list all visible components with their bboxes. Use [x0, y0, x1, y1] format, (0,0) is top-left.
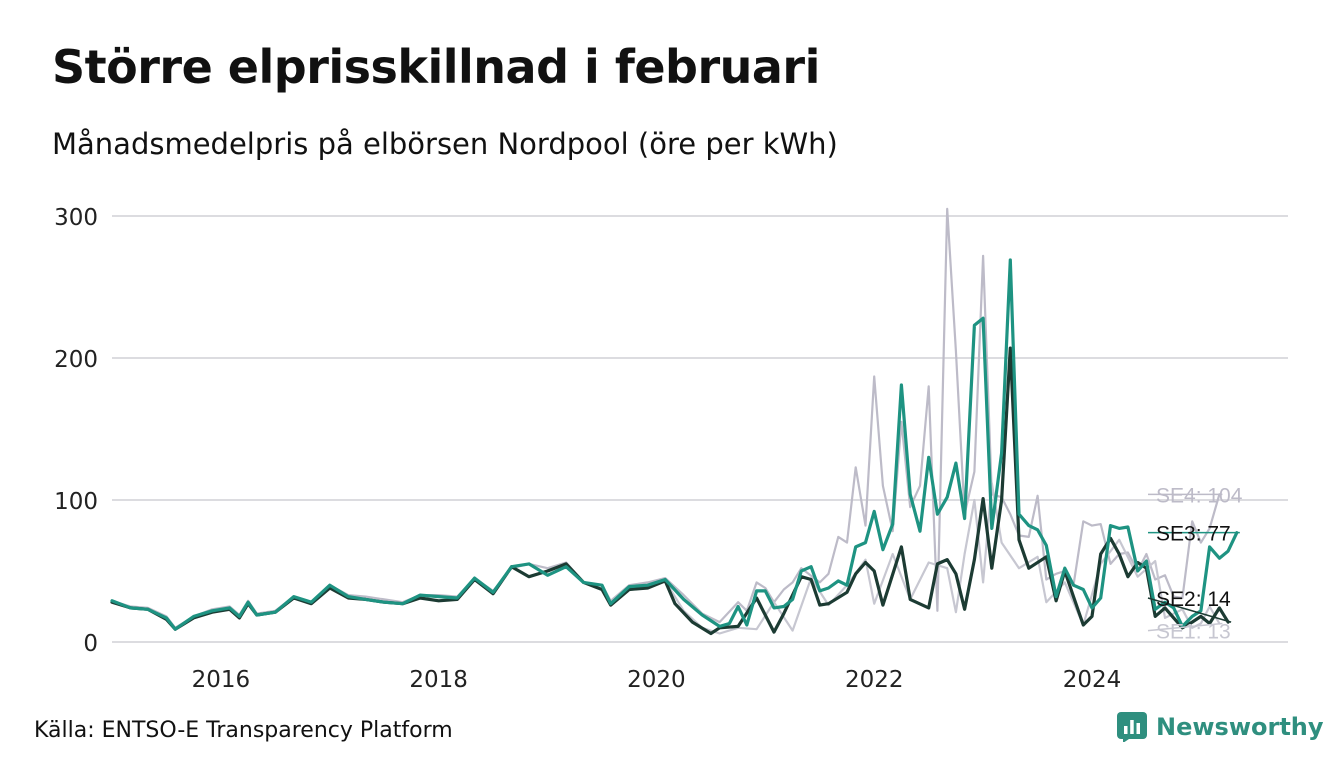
chart-title: Större elprisskillnad i februari — [52, 40, 820, 94]
x-tick-label: 2024 — [1063, 667, 1122, 693]
series-end-labels: SE4: 104 SE1: 13 SE2: 14 SE3: 77 — [1147, 484, 1243, 644]
line-chart: 0 100 200 300 2016 2018 2020 2022 2024 SE4: 104… — [54, 205, 1288, 693]
series-end-label-se3: SE3: 77 — [1156, 523, 1231, 546]
end-label-connector — [1147, 597, 1232, 623]
series-line-se3 — [110, 258, 1239, 631]
newsworthy-logo-icon — [1117, 712, 1147, 742]
y-tick-label: 100 — [54, 489, 98, 515]
x-tick-label: 2016 — [192, 667, 251, 693]
x-axis-ticks: 2016 2018 2020 2022 2024 — [192, 667, 1122, 693]
y-tick-label: 300 — [54, 205, 98, 231]
source-note: Källa: ENTSO-E Transparency Platform — [34, 718, 453, 743]
series-lines — [110, 207, 1239, 636]
brand-name: Newsworthy — [1156, 713, 1324, 741]
chart-subtitle: Månadsmedelpris på elbörsen Nordpool (ör… — [52, 127, 838, 161]
end-label-connector — [1147, 622, 1223, 632]
y-tick-label: 0 — [83, 631, 98, 657]
x-tick-label: 2022 — [845, 667, 904, 693]
series-end-label-se1: SE1: 13 — [1156, 621, 1231, 644]
series-end-label-se4: SE4: 104 — [1156, 484, 1243, 507]
series-line-se2 — [110, 346, 1230, 636]
y-axis-ticks: 0 100 200 300 — [54, 205, 98, 657]
y-tick-label: 200 — [54, 347, 98, 373]
x-tick-label: 2018 — [409, 667, 468, 693]
series-line-se4 — [110, 207, 1221, 629]
x-tick-label: 2020 — [627, 667, 686, 693]
grid-lines — [112, 215, 1288, 643]
brand-logo: Newsworthy — [1117, 712, 1324, 742]
series-end-label-se2: SE2: 14 — [1156, 588, 1231, 611]
